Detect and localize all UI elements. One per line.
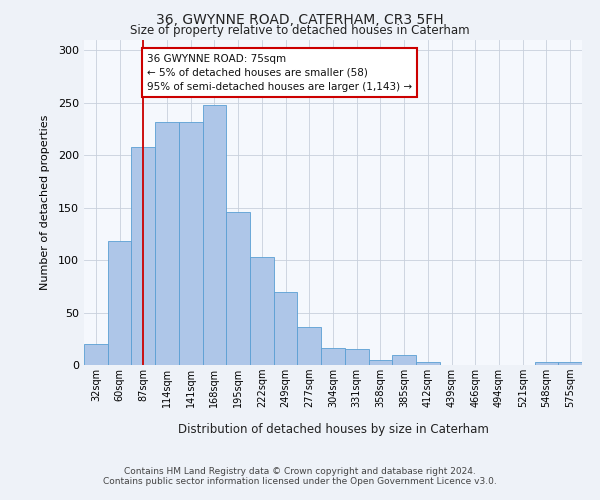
Bar: [274, 292, 298, 365]
Bar: [558, 362, 582, 365]
Text: 36 GWYNNE ROAD: 75sqm
← 5% of detached houses are smaller (58)
95% of semi-detac: 36 GWYNNE ROAD: 75sqm ← 5% of detached h…: [147, 54, 412, 92]
Bar: [155, 122, 179, 365]
Text: 36, GWYNNE ROAD, CATERHAM, CR3 5FH: 36, GWYNNE ROAD, CATERHAM, CR3 5FH: [156, 12, 444, 26]
Bar: [131, 147, 155, 365]
Bar: [345, 350, 368, 365]
Bar: [84, 344, 108, 365]
Bar: [108, 242, 131, 365]
Bar: [535, 362, 558, 365]
Bar: [392, 354, 416, 365]
Bar: [250, 257, 274, 365]
Text: Contains public sector information licensed under the Open Government Licence v3: Contains public sector information licen…: [103, 478, 497, 486]
Text: Contains HM Land Registry data © Crown copyright and database right 2024.: Contains HM Land Registry data © Crown c…: [124, 468, 476, 476]
Text: Distribution of detached houses by size in Caterham: Distribution of detached houses by size …: [178, 422, 488, 436]
Text: Size of property relative to detached houses in Caterham: Size of property relative to detached ho…: [130, 24, 470, 37]
Bar: [226, 212, 250, 365]
Bar: [298, 328, 321, 365]
Bar: [416, 362, 440, 365]
Bar: [203, 105, 226, 365]
Bar: [368, 360, 392, 365]
Bar: [179, 122, 203, 365]
Y-axis label: Number of detached properties: Number of detached properties: [40, 115, 50, 290]
Bar: [321, 348, 345, 365]
